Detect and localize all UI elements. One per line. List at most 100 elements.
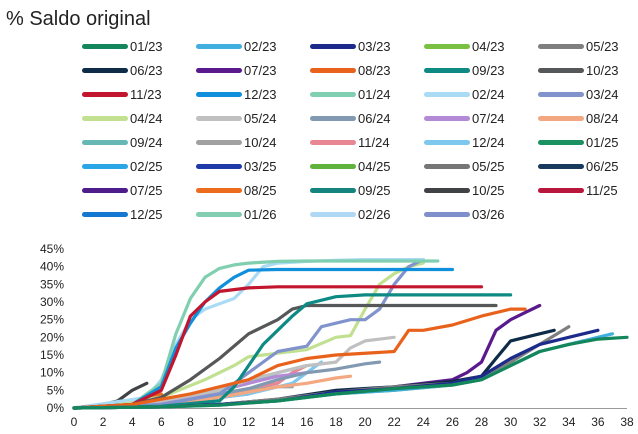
legend-swatch <box>424 187 470 193</box>
legend-swatch <box>424 67 470 73</box>
y-tick-label: 25% <box>40 313 64 327</box>
legend-label: 01/24 <box>358 86 391 102</box>
legend-label: 02/24 <box>472 86 505 102</box>
legend-item: 06/25 <box>538 159 619 174</box>
legend-label: 07/23 <box>244 62 277 78</box>
legend-swatch <box>82 139 128 145</box>
legend-swatch <box>538 115 584 121</box>
chart-title: % Saldo original <box>6 8 151 30</box>
legend-label: 05/24 <box>244 110 277 126</box>
legend-swatch <box>82 211 128 217</box>
legend-swatch <box>424 91 470 97</box>
legend-label: 03/26 <box>472 206 505 222</box>
legend-item: 08/25 <box>196 183 277 198</box>
legend-label: 12/25 <box>130 206 163 222</box>
legend-swatch <box>82 43 128 49</box>
legend-item: 10/24 <box>196 134 277 150</box>
legend-swatch <box>196 115 242 121</box>
legend-swatch <box>538 91 584 97</box>
y-tick-label: 20% <box>40 330 64 344</box>
series-line <box>72 258 425 410</box>
legend-label: 02/23 <box>244 38 277 54</box>
legend-label: 10/24 <box>244 134 277 150</box>
legend-swatch <box>310 163 356 169</box>
legend-item: 11/23 <box>82 86 162 102</box>
legend-item: 03/23 <box>310 38 391 54</box>
legend-item: 05/23 <box>538 38 619 54</box>
legend-label: 05/25 <box>472 158 505 174</box>
series-line <box>72 303 498 410</box>
y-tick-label: 40% <box>40 260 64 274</box>
legend-item: 07/23 <box>196 62 277 78</box>
legend-swatch <box>538 187 584 193</box>
legend-item: 01/25 <box>538 135 619 150</box>
y-tick-label: 10% <box>40 366 64 380</box>
x-tick-label: 36 <box>591 415 605 429</box>
legend-item: 11/24 <box>310 134 390 150</box>
legend-swatch <box>310 187 356 193</box>
legend-swatch <box>310 43 356 49</box>
y-tick-label: 0% <box>47 401 65 415</box>
x-tick-label: 32 <box>533 415 547 429</box>
x-tick-label: 0 <box>71 415 78 429</box>
legend-swatch <box>538 43 584 49</box>
legend-swatch <box>82 163 128 169</box>
series-line <box>72 307 527 410</box>
legend-item: 12/25 <box>82 206 163 222</box>
y-tick-label: 5% <box>47 383 65 397</box>
legend-swatch <box>538 163 584 169</box>
legend-swatch <box>424 115 470 121</box>
legend-swatch <box>196 43 242 49</box>
x-tick-label: 4 <box>129 415 136 429</box>
y-tick-label: 15% <box>40 348 64 362</box>
series-line <box>72 259 440 410</box>
legend-swatch <box>310 139 356 145</box>
y-tick-label: 30% <box>40 295 64 309</box>
legend-label: 01/23 <box>130 38 163 54</box>
legend-label: 03/23 <box>358 38 391 54</box>
legend-label: 09/23 <box>472 62 505 78</box>
legend-label: 11/23 <box>130 86 162 102</box>
legend-swatch <box>196 187 242 193</box>
series-line <box>72 261 425 410</box>
legend-swatch <box>196 91 242 97</box>
x-tick-label: 16 <box>300 415 314 429</box>
legend-item: 04/23 <box>424 38 505 54</box>
series-line <box>72 285 484 410</box>
legend-item: 05/25 <box>424 158 505 174</box>
legend-label: 12/24 <box>472 134 505 150</box>
legend-swatch <box>424 43 470 49</box>
legend-swatch <box>82 67 128 73</box>
x-tick-label: 30 <box>504 415 518 429</box>
legend-label: 11/24 <box>358 134 390 150</box>
legend-label: 02/26 <box>358 206 391 222</box>
legend-item: 09/25 <box>310 183 391 198</box>
legend-label: 04/24 <box>130 110 163 126</box>
legend-item: 01/23 <box>82 38 163 54</box>
legend-swatch <box>82 91 128 97</box>
x-tick-label: 20 <box>358 415 372 429</box>
legend-item: 07/25 <box>82 182 163 198</box>
legend-item: 04/24 <box>82 110 163 126</box>
legend-label: 05/23 <box>586 38 619 54</box>
legend-item: 03/26 <box>424 206 505 222</box>
legend-item: 11/25 <box>538 183 618 198</box>
legend-swatch <box>424 163 470 169</box>
legend-label: 04/23 <box>472 38 505 54</box>
legend-swatch <box>310 211 356 217</box>
legend-swatch <box>538 67 584 73</box>
legend-item: 12/24 <box>424 134 505 150</box>
x-tick-label: 6 <box>158 415 165 429</box>
legend-item: 02/25 <box>82 159 163 174</box>
legend-label: 08/23 <box>358 62 391 78</box>
legend-label: 07/25 <box>130 182 163 198</box>
legend-label: 08/24 <box>586 110 619 126</box>
legend-swatch <box>196 211 242 217</box>
legend-item: 06/23 <box>82 63 163 78</box>
y-tick-label: 35% <box>40 277 64 291</box>
legend-label: 04/25 <box>358 158 391 174</box>
legend-label: 09/24 <box>130 134 163 150</box>
legend-swatch <box>424 211 470 217</box>
legend-item: 02/23 <box>196 38 277 54</box>
